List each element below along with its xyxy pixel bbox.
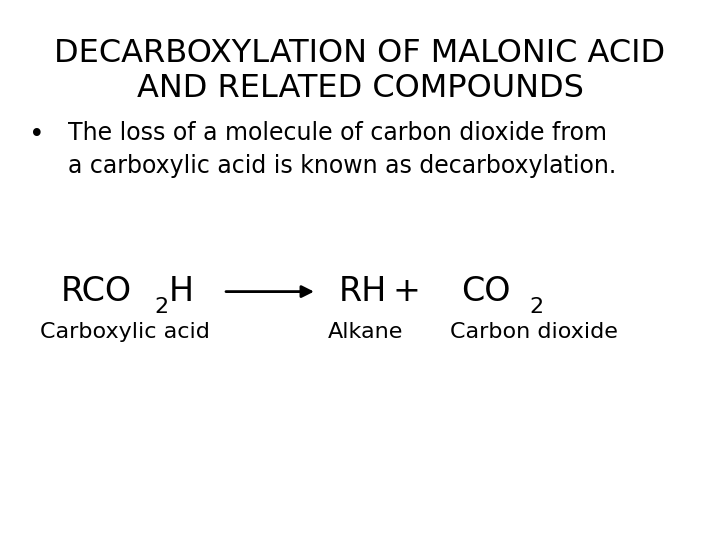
Text: •: • <box>29 122 45 147</box>
Text: RH: RH <box>338 275 387 308</box>
Text: DECARBOXYLATION OF MALONIC ACID: DECARBOXYLATION OF MALONIC ACID <box>55 38 665 69</box>
Text: +: + <box>393 275 420 308</box>
Text: RCO: RCO <box>61 275 132 308</box>
Text: AND RELATED COMPOUNDS: AND RELATED COMPOUNDS <box>137 73 583 104</box>
Text: 2: 2 <box>529 296 544 317</box>
Text: Carbon dioxide: Carbon dioxide <box>450 322 618 342</box>
Text: CO: CO <box>461 275 510 308</box>
Text: 2: 2 <box>155 296 169 317</box>
Text: Carboxylic acid: Carboxylic acid <box>40 322 210 342</box>
Text: a carboxylic acid is known as decarboxylation.: a carboxylic acid is known as decarboxyl… <box>68 154 616 178</box>
Text: Alkane: Alkane <box>328 322 403 342</box>
Text: The loss of a molecule of carbon dioxide from: The loss of a molecule of carbon dioxide… <box>68 122 608 145</box>
Text: H: H <box>169 275 194 308</box>
